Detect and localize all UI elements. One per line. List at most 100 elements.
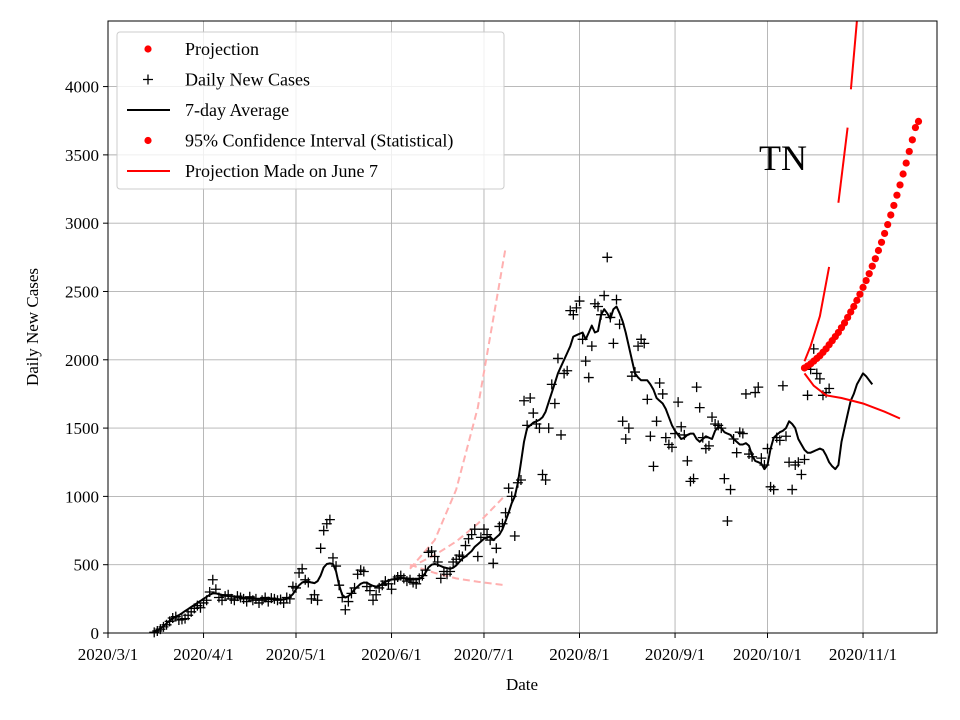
projection-dot bbox=[862, 276, 870, 285]
legend-label: Daily New Cases bbox=[185, 70, 310, 90]
daily-case-marker bbox=[633, 341, 644, 352]
y-axis-title: Daily New Cases bbox=[23, 268, 42, 386]
daily-case-marker bbox=[426, 546, 437, 557]
daily-case-marker bbox=[312, 595, 323, 606]
daily-case-marker bbox=[297, 563, 308, 574]
projection-dot bbox=[853, 296, 861, 304]
seven-day-average-line bbox=[153, 305, 874, 633]
daily-case-marker bbox=[780, 431, 791, 442]
daily-case-marker bbox=[740, 388, 751, 399]
daily-case-marker bbox=[824, 383, 835, 394]
x-tick-label: 2020/4/1 bbox=[173, 645, 233, 664]
daily-case-marker bbox=[358, 566, 369, 577]
legend: Projection Daily New Cases 7-day Average 95… bbox=[116, 31, 505, 190]
daily-case-marker bbox=[580, 356, 591, 367]
daily-case-marker bbox=[691, 382, 702, 393]
daily-case-marker bbox=[537, 469, 548, 480]
daily-case-marker bbox=[525, 393, 536, 404]
daily-case-marker bbox=[737, 428, 748, 439]
daily-case-marker bbox=[620, 434, 631, 445]
daily-case-marker bbox=[777, 380, 788, 391]
daily-case-marker bbox=[654, 378, 665, 389]
legend-item: Daily New Cases bbox=[143, 70, 310, 90]
daily-case-marker bbox=[315, 543, 326, 554]
daily-case-marker bbox=[617, 416, 628, 427]
daily-case-marker bbox=[593, 301, 604, 312]
june7-projection-middle-line bbox=[409, 494, 507, 569]
daily-case-marker bbox=[207, 574, 218, 585]
x-tick-label: 2020/3/1 bbox=[78, 645, 138, 664]
legend-label: Projection Made on June 7 bbox=[185, 161, 378, 181]
legend-item: Projection bbox=[144, 39, 259, 59]
y-tick-label: 1000 bbox=[65, 487, 99, 506]
projection-dot bbox=[899, 170, 907, 178]
daily-case-marker bbox=[676, 421, 687, 432]
y-tick-label: 3500 bbox=[65, 146, 99, 165]
y-tick-label: 4000 bbox=[65, 78, 99, 97]
projection-dot bbox=[868, 262, 876, 270]
confidence-upper-segment bbox=[803, 266, 831, 362]
y-tick-label: 500 bbox=[74, 556, 100, 575]
daily-case-marker bbox=[639, 338, 650, 349]
state-label: TN bbox=[759, 138, 807, 178]
daily-case-marker bbox=[327, 552, 338, 563]
y-tick-label: 0 bbox=[91, 624, 100, 643]
x-tick-label: 2020/6/1 bbox=[361, 645, 421, 664]
projection-dot bbox=[844, 313, 852, 322]
legend-dot-marker bbox=[144, 45, 152, 53]
legend-dot-marker bbox=[144, 136, 152, 145]
daily-case-marker bbox=[796, 469, 807, 480]
daily-case-marker bbox=[469, 524, 480, 535]
projection-dot bbox=[856, 290, 864, 298]
daily-case-marker bbox=[534, 423, 545, 434]
daily-case-marker bbox=[472, 551, 483, 562]
y-tick-label: 1500 bbox=[65, 419, 99, 438]
daily-case-marker bbox=[645, 431, 656, 442]
daily-case-marker bbox=[549, 398, 560, 409]
june7-projection-upper-line bbox=[409, 247, 507, 570]
legend-item: 95% Confidence Interval (Statistical) bbox=[144, 131, 453, 152]
daily-case-marker bbox=[787, 484, 798, 495]
daily-case-marker bbox=[309, 589, 320, 600]
projection-dot bbox=[905, 147, 913, 156]
daily-case-marker bbox=[774, 435, 785, 446]
daily-case-marker bbox=[799, 454, 810, 465]
daily-case-marker bbox=[673, 397, 684, 408]
legend-label: 95% Confidence Interval (Statistical) bbox=[185, 131, 453, 152]
seven-day-average-line-group bbox=[153, 305, 874, 633]
daily-case-marker bbox=[349, 582, 360, 593]
daily-case-marker bbox=[697, 432, 708, 443]
daily-case-marker bbox=[478, 524, 489, 535]
confidence-upper-segment bbox=[837, 127, 849, 203]
daily-case-marker bbox=[364, 585, 375, 596]
daily-case-marker bbox=[602, 252, 613, 263]
daily-case-marker bbox=[666, 442, 677, 453]
daily-case-marker bbox=[657, 388, 668, 399]
daily-case-marker bbox=[648, 461, 659, 472]
projection-dot bbox=[881, 229, 889, 238]
daily-case-marker bbox=[802, 390, 813, 401]
daily-case-marker bbox=[571, 302, 582, 313]
projection-dot bbox=[908, 136, 916, 144]
daily-case-marker bbox=[682, 455, 693, 466]
daily-case-marker bbox=[623, 423, 634, 434]
daily-case-marker bbox=[509, 531, 520, 542]
projection-dot bbox=[896, 181, 904, 189]
daily-case-marker bbox=[371, 589, 382, 600]
daily-case-marker bbox=[611, 294, 622, 305]
daily-case-marker bbox=[491, 543, 502, 554]
daily-case-marker bbox=[731, 447, 742, 458]
legend-box bbox=[116, 31, 505, 190]
daily-case-marker bbox=[488, 558, 499, 569]
daily-case-marker bbox=[540, 475, 551, 485]
daily-case-marker bbox=[750, 387, 761, 398]
daily-case-marker bbox=[368, 595, 379, 606]
daily-case-marker bbox=[651, 416, 662, 427]
confidence-upper-segment bbox=[849, 20, 858, 90]
daily-case-marker bbox=[722, 515, 733, 526]
daily-case-marker bbox=[343, 596, 354, 607]
legend-plus-marker bbox=[143, 74, 153, 85]
daily-case-marker bbox=[503, 483, 514, 494]
projection-markers bbox=[800, 117, 923, 372]
